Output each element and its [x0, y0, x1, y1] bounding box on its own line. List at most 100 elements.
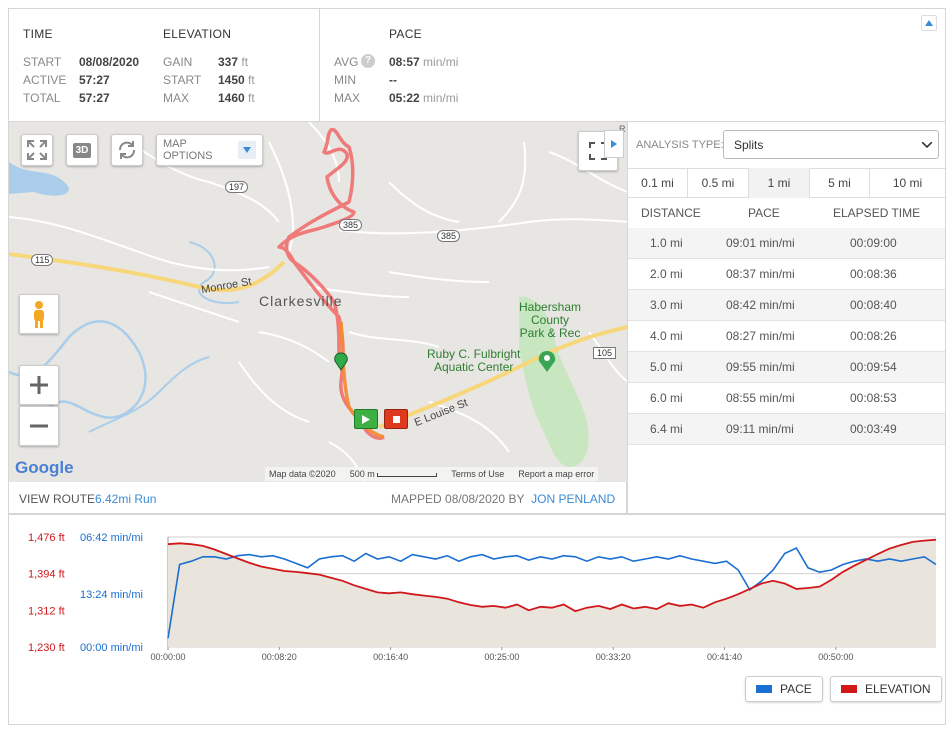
park-label-line2: County	[531, 313, 570, 327]
legend-elevation[interactable]: ELEVATION	[830, 676, 942, 702]
split-elapsed: 00:09:54	[850, 360, 897, 374]
finish-marker[interactable]	[384, 409, 408, 429]
dropdown-toggle	[238, 141, 256, 159]
elev-start-label: START	[163, 73, 202, 87]
max-pace-number: 05:22	[389, 91, 420, 105]
3d-button[interactable]: 3D	[66, 134, 98, 166]
tab-1-mi[interactable]: 1 mi	[749, 168, 810, 198]
map-options-button[interactable]: MAP OPTIONS	[156, 134, 263, 166]
max-elev-value: 1460 ft	[218, 91, 255, 105]
town-label: Clarkesville	[259, 293, 343, 309]
route-shield-197: 197	[225, 181, 249, 193]
aquatic-center-label: Ruby C. Fulbright Aquatic Center	[427, 348, 520, 374]
analysis-selected: Splits	[734, 138, 764, 152]
max-pace-unit: min/mi	[423, 91, 459, 105]
pegman-icon	[34, 301, 44, 328]
route-map[interactable]: 197 385 385 115 105 Monroe St E Louise S…	[8, 122, 627, 482]
split-elapsed: 00:03:49	[850, 422, 897, 436]
gain-unit: ft	[241, 55, 249, 69]
help-icon[interactable]: ?	[361, 54, 375, 68]
map-edge-letter: R	[619, 124, 626, 134]
scale-bar	[377, 472, 438, 477]
select-arrow-icon	[922, 142, 932, 148]
chevron-up-icon	[925, 20, 933, 26]
route-shield-385a: 385	[339, 219, 363, 231]
pace-header: PACE	[389, 27, 422, 41]
avg-pace-number: 08:57	[389, 55, 420, 69]
min-pace-label: MIN	[334, 73, 356, 87]
analysis-type-select[interactable]: Splits	[723, 130, 939, 159]
elevation-header: ELEVATION	[163, 27, 232, 41]
zoom-out-button[interactable]	[19, 406, 59, 446]
legend-pace-label: PACE	[780, 682, 812, 696]
minus-icon	[30, 424, 48, 428]
max-elev-label: MAX	[163, 91, 190, 105]
analysis-type-label: ANALYSIS TYPE:	[636, 139, 724, 151]
stats-panel: TIME ELEVATION PACE START 08/08/2020 ACT…	[8, 8, 946, 122]
zoom-in-button[interactable]	[19, 365, 59, 405]
gain-value: 337 ft	[218, 55, 248, 69]
fullscreen-button[interactable]	[21, 134, 53, 166]
elev-start-unit: ft	[248, 73, 255, 87]
min-pace-value: --	[389, 73, 397, 87]
split-distance: 1.0 mi	[650, 236, 683, 250]
split-pace: 09:55 min/mi	[726, 360, 795, 374]
route-shield-385b: 385	[437, 230, 461, 242]
view-route-label: VIEW ROUTE	[19, 492, 96, 506]
split-distance: 6.4 mi	[650, 422, 683, 436]
chevron-right-icon	[611, 140, 617, 148]
split-elapsed: 00:08:36	[850, 267, 897, 281]
rotate-button[interactable]	[111, 134, 143, 166]
author-link[interactable]: JON PENLAND	[531, 492, 616, 506]
report-link[interactable]: Report a map error	[518, 469, 595, 479]
tab-10-mi[interactable]: 10 mi	[892, 176, 923, 190]
split-elapsed: 00:08:53	[850, 391, 897, 405]
split-distance: 3.0 mi	[650, 298, 683, 312]
split-elapsed: 00:08:40	[850, 298, 897, 312]
street-view-pegman[interactable]	[19, 294, 59, 334]
river-3	[88, 356, 210, 433]
table-row: 5.0 mi 09:55 min/mi 00:09:54	[628, 352, 945, 383]
split-pace: 08:37 min/mi	[726, 267, 795, 281]
scale-text: 500 m	[350, 469, 438, 479]
splits-header: DISTANCE PACE ELAPSED TIME	[628, 198, 945, 228]
active-label: ACTIVE	[23, 73, 67, 87]
terms-link[interactable]: Terms of Use	[451, 469, 505, 479]
mile-marker	[334, 352, 348, 371]
tab-5-mi[interactable]: 5 mi	[810, 168, 870, 198]
gain-number: 337	[218, 55, 239, 69]
legend-elevation-label: ELEVATION	[865, 682, 931, 696]
tab-0-5-mi[interactable]: 0.5 mi	[688, 168, 749, 198]
stats-divider	[319, 9, 320, 121]
scale-value: 500 m	[349, 469, 375, 479]
panel-toggle[interactable]	[604, 130, 624, 158]
avg-pace-unit: min/mi	[423, 55, 459, 69]
stop-icon	[392, 415, 400, 423]
max-elev-unit: ft	[248, 91, 255, 105]
map-options-label: MAP OPTIONS	[163, 138, 213, 162]
park-label-line1: Habersham	[519, 300, 582, 314]
collapse-button[interactable]	[921, 15, 937, 31]
table-row: 3.0 mi 08:42 min/mi 00:08:40	[628, 290, 945, 321]
play-icon	[362, 414, 370, 424]
aquatic-label-line2: Aquatic Center	[433, 360, 514, 374]
split-elapsed: 00:08:26	[850, 329, 897, 343]
split-distance: 4.0 mi	[650, 329, 683, 343]
split-elapsed: 00:09:00	[850, 236, 897, 250]
river-2	[188, 241, 240, 304]
e-louise-st-road	[378, 325, 627, 429]
split-distance: 2.0 mi	[650, 267, 683, 281]
monroe-st-road	[9, 252, 286, 293]
route-recent	[339, 321, 385, 439]
start-value: 08/08/2020	[79, 55, 140, 69]
legend-pace[interactable]: PACE	[745, 676, 823, 702]
google-logo: Google	[15, 458, 74, 477]
tab-0-1-mi[interactable]: 0.1 mi	[628, 168, 688, 198]
by-label: BY	[508, 492, 525, 506]
river	[9, 320, 147, 419]
time-header: TIME	[23, 27, 53, 41]
split-pace: 08:42 min/mi	[726, 298, 795, 312]
route-link[interactable]: 6.42mi Run	[95, 492, 157, 506]
start-marker[interactable]	[354, 409, 378, 429]
active-value: 57:27	[79, 73, 110, 87]
